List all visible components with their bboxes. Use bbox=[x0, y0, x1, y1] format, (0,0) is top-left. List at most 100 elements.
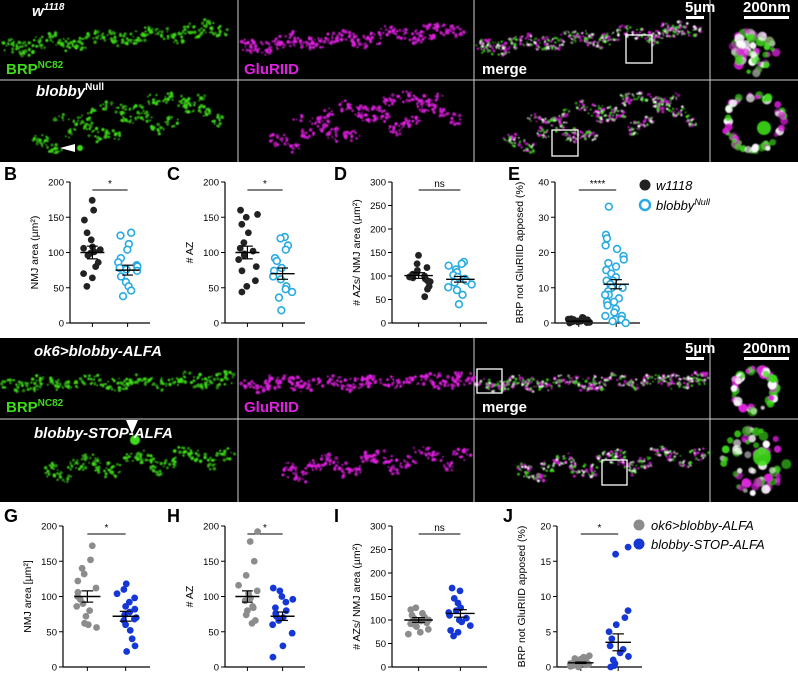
y-tick-label: 0 bbox=[381, 319, 386, 330]
synapse-puncta bbox=[45, 38, 49, 43]
synapse-puncta bbox=[252, 386, 256, 389]
synapse-puncta bbox=[526, 471, 530, 475]
data-point bbox=[121, 611, 129, 619]
synapse-puncta bbox=[160, 30, 164, 34]
synapse-puncta bbox=[592, 378, 595, 381]
synapse-puncta bbox=[327, 379, 332, 383]
synapse-puncta bbox=[527, 383, 529, 385]
synapse-puncta bbox=[389, 130, 392, 133]
synapse-puncta bbox=[379, 37, 382, 40]
synapse-puncta bbox=[317, 39, 321, 42]
synapse-puncta bbox=[114, 110, 118, 114]
synapse-puncta bbox=[190, 30, 194, 34]
synapse-puncta bbox=[72, 119, 75, 122]
synapse-puncta bbox=[388, 128, 391, 130]
synapse-puncta bbox=[463, 383, 466, 386]
synapse-puncta bbox=[311, 117, 314, 120]
synapse-puncta bbox=[564, 30, 567, 33]
synapse-puncta bbox=[660, 25, 663, 28]
synapse-puncta bbox=[335, 135, 338, 138]
synapse-puncta bbox=[564, 32, 567, 35]
synapse-puncta bbox=[223, 376, 226, 379]
y-tick-label: 50 bbox=[53, 283, 64, 294]
synapse-puncta bbox=[522, 378, 524, 381]
synapse-puncta bbox=[46, 146, 49, 149]
synapse-puncta bbox=[391, 130, 395, 134]
synapse-puncta bbox=[303, 382, 307, 386]
synapse-puncta bbox=[527, 381, 529, 383]
synapse-puncta bbox=[640, 98, 642, 101]
synapse-puncta bbox=[626, 24, 629, 27]
synapse-puncta bbox=[511, 383, 515, 386]
synapse-puncta bbox=[391, 464, 395, 469]
y-tick-label: 300 bbox=[370, 178, 386, 189]
significance-label: * bbox=[105, 523, 109, 534]
synapse-puncta bbox=[84, 375, 87, 378]
synapse-puncta bbox=[595, 119, 599, 123]
synapse-puncta bbox=[193, 30, 197, 35]
synapse-puncta bbox=[85, 128, 89, 131]
synapse-puncta bbox=[19, 381, 24, 385]
synapse-puncta bbox=[476, 47, 480, 50]
synapse-puncta bbox=[183, 104, 186, 108]
synapse-puncta bbox=[411, 41, 416, 45]
y-tick-label: 0 bbox=[59, 319, 64, 330]
synapse-puncta bbox=[405, 98, 410, 103]
synapse-puncta bbox=[693, 25, 696, 29]
synapse-puncta bbox=[243, 379, 247, 382]
synapse-puncta bbox=[248, 382, 252, 385]
synapse-puncta bbox=[17, 40, 21, 44]
synapse-puncta bbox=[464, 378, 469, 383]
synapse-puncta bbox=[198, 372, 202, 377]
synapse-puncta bbox=[461, 448, 466, 453]
synapse-puncta bbox=[531, 390, 535, 393]
legend-bottom: ok6>blobby-ALFA blobby-STOP-ALFA bbox=[633, 518, 765, 552]
synapse-puncta bbox=[431, 33, 436, 38]
synapse-puncta bbox=[180, 94, 183, 98]
synapse-puncta bbox=[642, 375, 646, 379]
y-tick-label: 20 bbox=[540, 522, 551, 533]
synapse-puncta bbox=[660, 97, 663, 99]
data-point bbox=[609, 297, 619, 307]
synapse-puncta bbox=[455, 452, 458, 455]
synapse-puncta bbox=[319, 457, 323, 461]
synapse-puncta bbox=[300, 130, 305, 134]
synapse-puncta bbox=[12, 45, 15, 48]
synapse-puncta bbox=[598, 384, 601, 387]
synapse-puncta bbox=[536, 48, 538, 51]
synapse-puncta bbox=[436, 97, 439, 100]
synapse-puncta bbox=[307, 134, 311, 138]
synapse-puncta bbox=[538, 385, 541, 388]
synapse-puncta bbox=[90, 382, 93, 385]
inset-puncta bbox=[734, 430, 742, 438]
synapse-puncta bbox=[360, 382, 365, 387]
synapse-puncta bbox=[533, 38, 536, 41]
synapse-puncta bbox=[141, 32, 145, 36]
synapse-puncta bbox=[152, 382, 156, 386]
synapse-puncta bbox=[656, 448, 659, 451]
y-tick-label: 250 bbox=[370, 201, 386, 212]
synapse-puncta bbox=[624, 450, 627, 453]
synapse-puncta bbox=[317, 121, 320, 124]
synapse-puncta bbox=[532, 40, 535, 43]
synapse-puncta bbox=[601, 105, 604, 107]
synapse-puncta bbox=[550, 44, 552, 47]
synapse-puncta bbox=[170, 116, 173, 119]
inset-puncta bbox=[747, 406, 758, 417]
synapse-puncta bbox=[326, 123, 329, 127]
synapse-puncta bbox=[633, 121, 637, 124]
synapse-puncta bbox=[479, 380, 482, 383]
data-point bbox=[83, 282, 91, 290]
synapse-puncta bbox=[383, 25, 387, 28]
synapse-puncta bbox=[94, 135, 97, 138]
synapse-puncta bbox=[632, 386, 636, 389]
data-point bbox=[415, 251, 422, 259]
synapse-puncta bbox=[60, 385, 63, 387]
synapse-puncta bbox=[72, 127, 76, 131]
synapse-puncta bbox=[308, 128, 313, 132]
synapse-puncta bbox=[178, 100, 181, 103]
synapse-puncta bbox=[411, 32, 415, 36]
synapse-puncta bbox=[626, 35, 629, 38]
panel-label-c: C bbox=[167, 164, 180, 184]
inset-puncta bbox=[775, 473, 781, 479]
